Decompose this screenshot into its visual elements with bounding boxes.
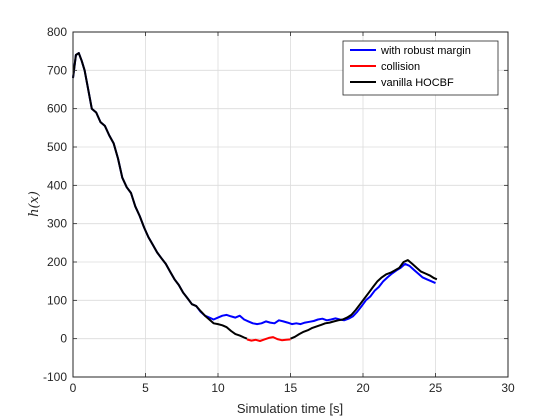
legend-label-collision: collision — [381, 61, 420, 73]
y-tick-label: 600 — [47, 102, 67, 116]
x-tick-label: 15 — [284, 381, 298, 395]
x-tick-label: 20 — [356, 381, 370, 395]
x-tick-label: 25 — [429, 381, 443, 395]
y-tick-label: 100 — [47, 293, 67, 307]
y-tick-label: 0 — [60, 332, 67, 346]
series-line-collision — [246, 336, 291, 342]
y-tick-label: 800 — [47, 25, 67, 39]
legend-label-with-robust-margin: with robust margin — [380, 45, 471, 57]
y-tick-label: 400 — [47, 178, 67, 192]
tick-labels: 0 5 10 15 20 25 30-100010020030040050060070080… — [43, 25, 515, 395]
series-lines — [72, 52, 438, 342]
y-tick-label: 200 — [47, 255, 67, 269]
x-tick-label: 0 — [70, 381, 77, 395]
x-axis-label: Simulation time [s] — [237, 401, 343, 416]
legend: with robust margin collision vanilla HOCBF — [342, 40, 499, 96]
y-tick-label: 700 — [47, 63, 67, 77]
y-axis-label: h(x) — [27, 191, 42, 217]
x-tick-label: 10 — [211, 381, 225, 395]
series-line-vanilla-hocbf — [72, 52, 248, 340]
y-tick-label: 500 — [47, 140, 67, 154]
y-tick-label: 300 — [47, 217, 67, 231]
y-tick-label: -100 — [43, 370, 67, 384]
legend-label-vanilla-hocbf: vanilla HOCBF — [381, 77, 454, 89]
x-tick-label: 5 — [142, 381, 149, 395]
x-tick-label: 30 — [501, 381, 515, 395]
series-line-vanilla-hocbf — [290, 259, 438, 340]
